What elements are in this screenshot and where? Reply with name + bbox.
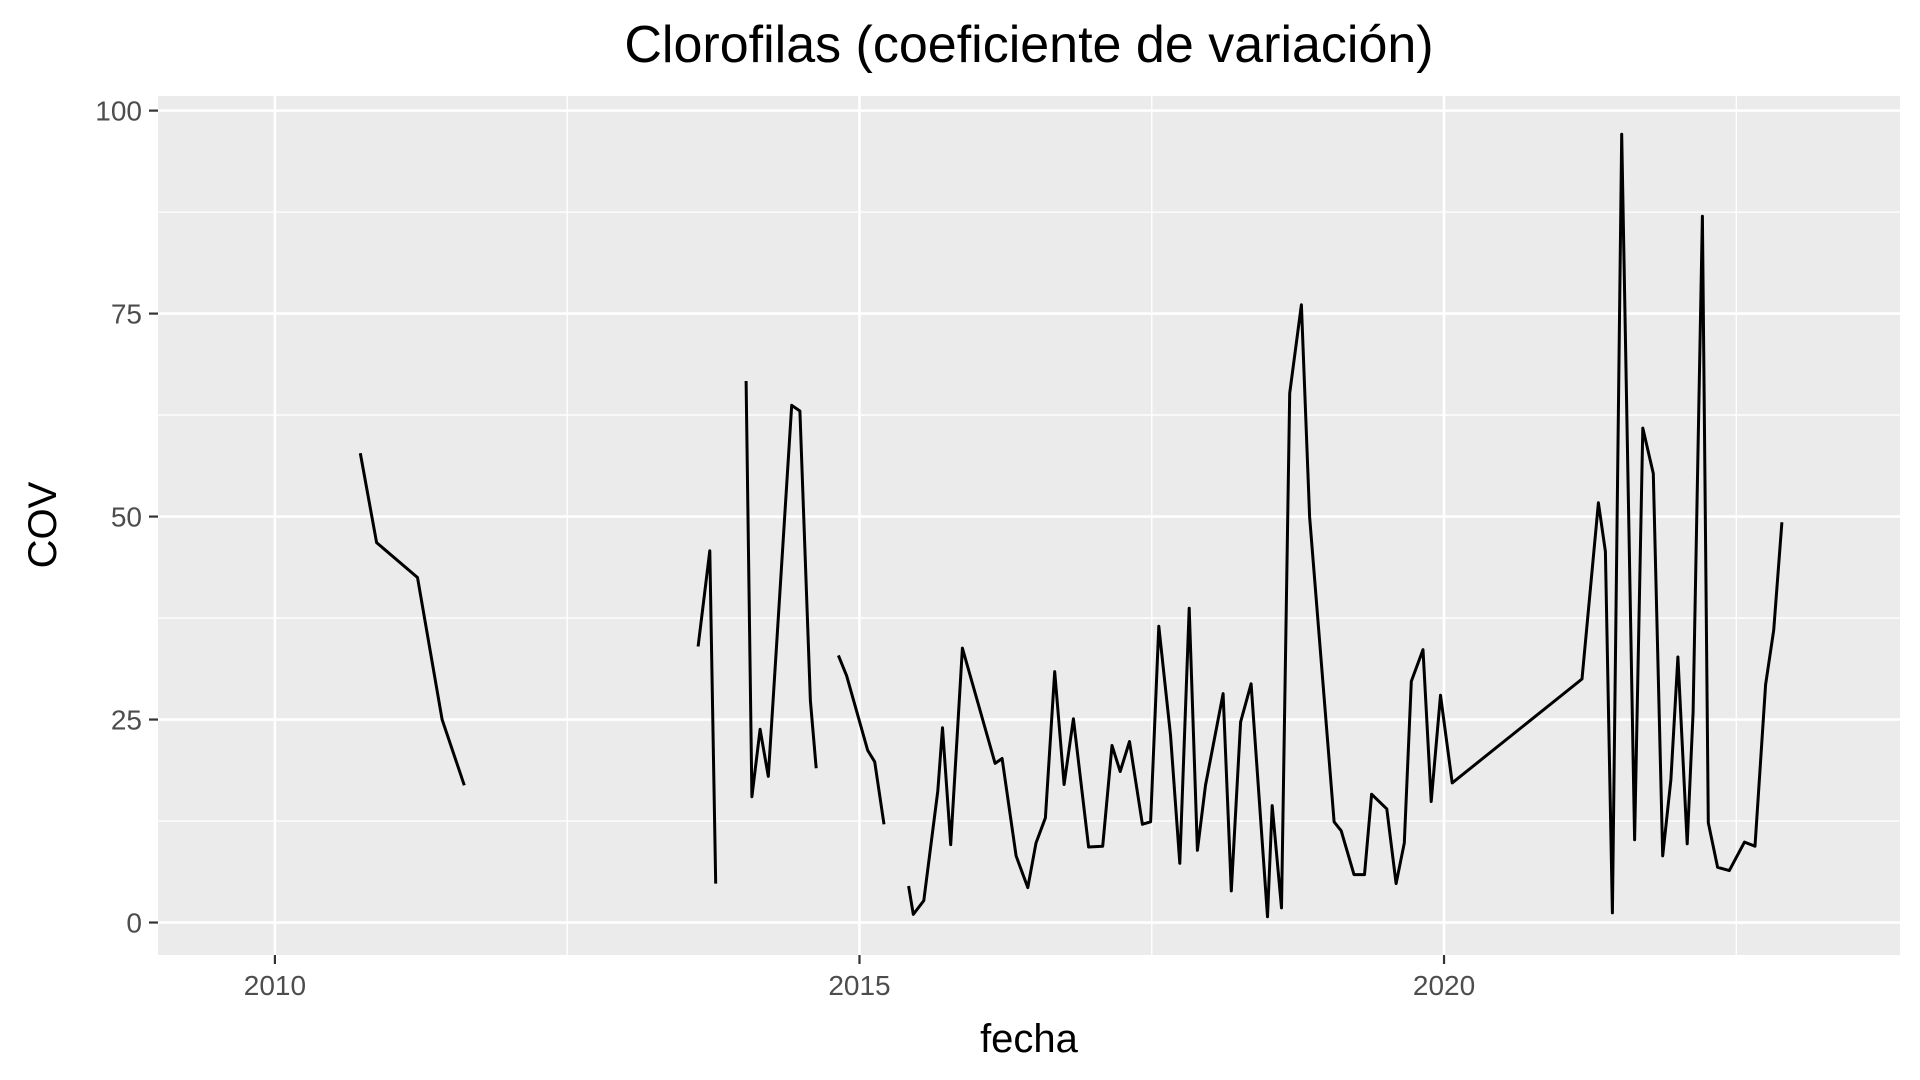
y-tick-label-4: 100 [95,96,142,127]
chart-title: Clorofilas (coeficiente de variación) [624,16,1433,74]
y-tick-label-3: 75 [111,299,142,330]
panel-background [158,96,1900,955]
x-axis-title: fecha [980,1017,1079,1061]
series-line-segment-3 [837,654,886,825]
x-axis: 2010 2015 2020 [244,955,1475,1001]
data-lines [358,132,1784,919]
series-line-segment-1 [696,549,718,884]
series-line-segment-2 [744,380,818,799]
series-line-segment-4 [907,132,1784,919]
y-axis: 0 25 50 75 100 [95,96,158,939]
x-tick-label-1: 2015 [828,970,890,1001]
y-tick-label-1: 25 [111,705,142,736]
y-axis-title: COV [21,481,65,568]
x-tick-label-2: 2020 [1413,970,1475,1001]
x-tick-label-0: 2010 [244,970,306,1001]
y-tick-label-0: 0 [126,908,142,939]
series-line-segment-0 [358,452,466,786]
y-tick-label-2: 50 [111,502,142,533]
